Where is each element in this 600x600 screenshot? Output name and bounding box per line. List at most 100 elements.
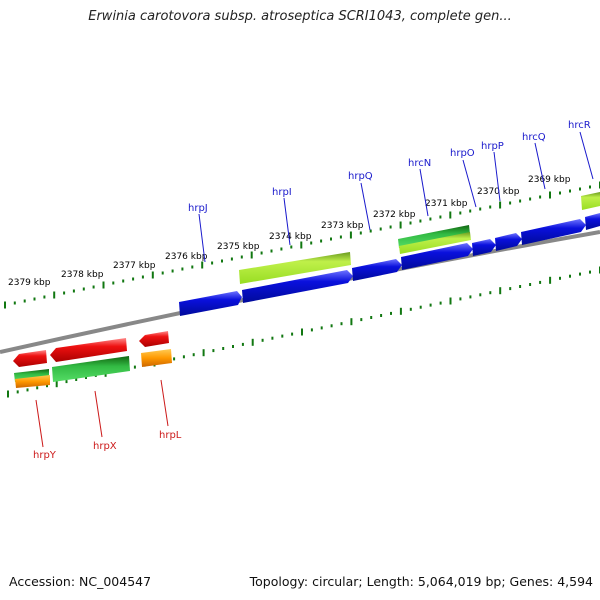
cds-arrow[interactable] (139, 331, 169, 347)
gene-feature[interactable] (15, 375, 50, 388)
ruler-dot (559, 191, 561, 195)
tick-label: 2379 kbp (8, 278, 51, 288)
cds-arrow[interactable] (401, 243, 473, 270)
ruler-major-tick (350, 318, 353, 326)
ruler-dot (489, 291, 492, 295)
label-leader (283, 197, 291, 246)
cds-arrow[interactable] (352, 259, 402, 281)
gene-label-hrpY[interactable]: hrpY (33, 450, 57, 461)
ruler-dot (330, 324, 333, 328)
ruler-dot (479, 293, 482, 297)
ruler-major-tick (399, 221, 402, 229)
gene-label-hrpX[interactable]: hrpX (93, 441, 117, 452)
gene-feature[interactable] (399, 232, 471, 254)
gene-label-hrpL[interactable]: hrpL (159, 430, 182, 441)
ruler-dot (141, 275, 144, 279)
ruler-major-tick (399, 307, 402, 315)
gene-feature[interactable] (398, 225, 470, 248)
label-leader (419, 168, 429, 217)
cds-arrow[interactable] (179, 291, 242, 316)
ruler-dot (340, 322, 343, 326)
gene-label-hrpO[interactable]: hrpO (450, 148, 475, 159)
ruler-dot (46, 384, 48, 388)
ruler-dot (72, 289, 75, 293)
tick-label: 2374 kbp (269, 232, 312, 242)
ruler-major-tick (499, 201, 502, 209)
label-leader (360, 182, 371, 231)
ruler-dot (182, 355, 185, 359)
ruler-dot (43, 295, 46, 299)
ruler-major-tick (300, 241, 303, 249)
ruler-major-tick (349, 231, 352, 239)
ruler-major-tick (151, 271, 154, 279)
ruler-dot (181, 267, 184, 271)
cds-arrow[interactable] (242, 270, 353, 303)
gene-label-hrpI[interactable]: hrpI (272, 187, 292, 198)
gene-label-hrpQ[interactable]: hrpQ (348, 171, 373, 182)
ruler-dot (191, 265, 194, 269)
gene-label-hrcN[interactable]: hrcN (408, 158, 431, 169)
cds-arrow[interactable] (50, 338, 127, 362)
ruler-dot (161, 271, 164, 275)
ruler-dot (112, 281, 115, 285)
gene-feature[interactable] (581, 192, 600, 210)
gene-label-hrcQ[interactable]: hrcQ (522, 132, 546, 143)
ruler-dot (33, 297, 36, 301)
ruler-dot (320, 239, 323, 243)
ruler-dot (320, 326, 323, 330)
tick-label: 2375 kbp (217, 242, 260, 252)
gene-label-hrcR[interactable]: hrcR (568, 120, 591, 131)
ruler-dot (132, 277, 135, 281)
cds-arrow[interactable] (521, 219, 586, 245)
ruler-dot (509, 201, 512, 205)
ruler-major-tick (53, 291, 56, 299)
ruler-dot (479, 207, 482, 211)
ruler-dot (589, 270, 591, 274)
ruler-dot (290, 245, 293, 249)
forward-gene-labels: hrpJ hrpI hrpQ hrcN hrpO hrpP hrcQ hrcR (188, 120, 594, 263)
ruler-major-tick (102, 281, 105, 289)
cds-arrow[interactable] (472, 239, 496, 256)
gene-label-hrpP[interactable]: hrpP (481, 141, 504, 152)
ruler-dot (173, 357, 176, 361)
label-leader (160, 379, 169, 427)
ruler-dot (36, 386, 39, 390)
gene-label-hrpJ[interactable]: hrpJ (188, 203, 208, 214)
ruler-dot (85, 376, 87, 379)
ruler-dot (310, 328, 313, 332)
ruler-dot (212, 349, 215, 353)
ruler-dot (16, 390, 19, 394)
forward-gene-track (239, 192, 600, 284)
ruler-dot (271, 336, 274, 340)
tick-label: 2378 kbp (61, 270, 104, 280)
ruler-dot (260, 251, 263, 255)
cds-arrow[interactable] (495, 233, 522, 251)
ruler-dot (389, 225, 392, 229)
ruler-dot (232, 345, 234, 348)
ruler-major-tick (250, 251, 253, 259)
ruler-dot (569, 274, 571, 278)
ruler-dot (330, 237, 332, 241)
ruler-dot (519, 199, 522, 203)
ruler-dot (539, 280, 542, 284)
ruler-major-tick (449, 211, 452, 219)
cds-arrow[interactable] (585, 213, 600, 230)
tick-label: 2369 kbp (528, 175, 571, 185)
ruler-major-tick (251, 338, 254, 346)
ruler-dot (222, 347, 225, 350)
reverse-gene-labels: hrpY hrpX hrpL (33, 379, 182, 461)
ruler-dot (281, 334, 284, 338)
ruler-dot (65, 380, 68, 384)
ruler-dot (469, 295, 472, 299)
label-leader (462, 159, 477, 208)
gene-feature[interactable] (52, 356, 130, 382)
cds-arrow[interactable] (13, 350, 47, 367)
gene-feature[interactable] (239, 252, 351, 284)
tick-label: 2371 kbp (425, 199, 468, 209)
ruler-labels: 2379 kbp 2378 kbp 2377 kbp 2376 kbp 2375… (8, 175, 571, 288)
ruler-dot (370, 316, 373, 319)
gene-feature[interactable] (141, 349, 172, 367)
tick-label: 2373 kbp (321, 221, 364, 231)
label-leader (35, 399, 44, 448)
ruler-dot (569, 189, 571, 193)
